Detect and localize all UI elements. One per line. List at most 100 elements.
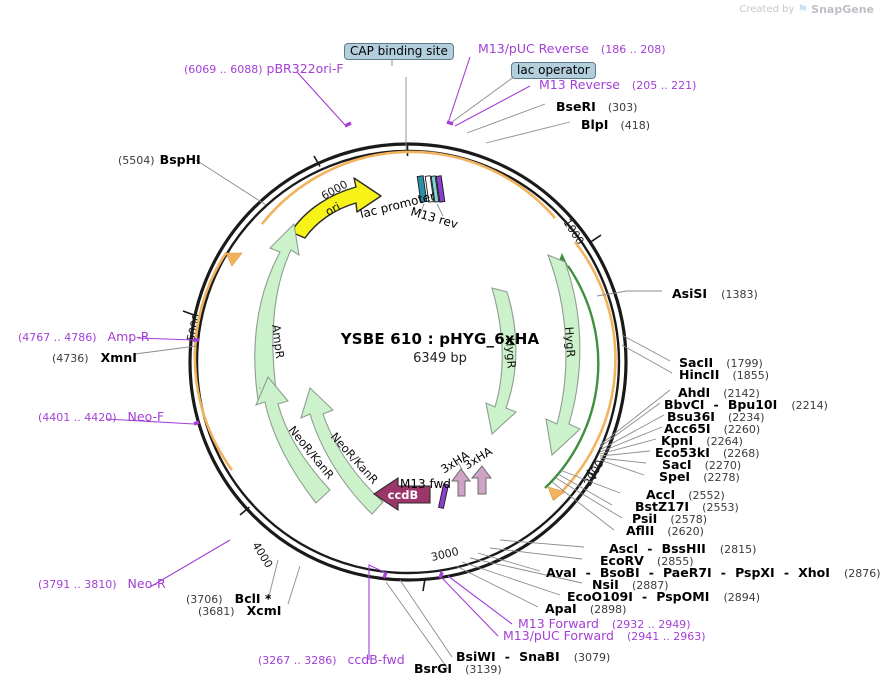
leader-lines	[105, 56, 673, 670]
label-nsii[interactable]: NsiI (2887)	[592, 576, 669, 592]
label-bbvci-bpu10i[interactable]: BbvCI - Bpu10I (2214)	[664, 396, 828, 412]
bseri-name: BseRI	[556, 99, 596, 114]
label-ahdi[interactable]: AhdI (2142)	[678, 384, 760, 400]
label-neo-f[interactable]: (4401 .. 4420) Neo-F	[38, 409, 165, 424]
label-m13puc-reverse[interactable]: M13/pUC Reverse (186 .. 208)	[478, 41, 665, 56]
label-psii[interactable]: PsiI (2578)	[632, 510, 707, 526]
label-asisi[interactable]: AsiSI (1383)	[672, 285, 758, 301]
blpi-position: (418)	[620, 119, 651, 132]
feature-m13-fwd-marker[interactable]	[438, 483, 449, 509]
ahdi-name: AhdI	[678, 385, 711, 400]
label-m13-fwd: M13 fwd	[400, 478, 451, 490]
m13puc-forward-position: (2941 .. 2963)	[626, 630, 706, 643]
label-sacii[interactable]: SacII (1799)	[679, 354, 763, 370]
psii-name: PsiI	[632, 511, 658, 526]
bstz17i-name: BstZ17I	[635, 499, 690, 514]
label-aflii[interactable]: AflII (2620)	[626, 522, 704, 538]
label-blpi[interactable]: BlpI (418)	[581, 116, 650, 132]
snabi-name: SnaBI	[519, 649, 560, 664]
m13puc-forward-name: M13/pUC Forward	[503, 628, 614, 643]
amp-r-name: Amp-R	[107, 329, 150, 344]
xmni-position: (4736)	[52, 352, 89, 365]
label-spei[interactable]: SpeI (2278)	[659, 468, 740, 484]
saci-position: (2270)	[704, 459, 742, 472]
hincii-name: HincII	[679, 367, 720, 382]
label-ecoo109i-pspomi[interactable]: EcoO109I - PspOMI (2894)	[567, 588, 760, 604]
label-asci-bsshii[interactable]: AscI - BssHII (2815)	[609, 540, 756, 556]
label-eco53ki[interactable]: Eco53kI (2268)	[655, 444, 760, 460]
label-acci[interactable]: AccI (2552)	[646, 486, 725, 502]
feature-ccdb[interactable]: ccdB	[373, 476, 431, 512]
coordinate-ticks	[182, 144, 602, 592]
label-kpni[interactable]: KpnI (2264)	[661, 432, 743, 448]
label-neo-r[interactable]: (3791 .. 3810) Neo-R	[38, 576, 166, 591]
blpi-name: BlpI	[581, 117, 609, 132]
pbr322ori-f-name: pBR322ori-F	[266, 61, 344, 76]
tick-label-4000: 4000	[249, 540, 275, 571]
label-amp-r[interactable]: (4767 .. 4786) Amp-R	[18, 329, 150, 344]
ccdb-fwd-name: ccdB-fwd	[347, 652, 405, 667]
watermark-prefix: Created by	[739, 3, 795, 15]
label-pbr322ori-f[interactable]: (6069 .. 6088) pBR322ori-F	[184, 61, 344, 76]
label-xmni[interactable]: (4736) XmnI	[52, 349, 137, 365]
label-bstz17i[interactable]: BstZ17I (2553)	[635, 498, 739, 514]
label-bsiwi-snabi[interactable]: BsiWI - SnaBI (3079)	[456, 648, 610, 664]
label-cap-binding-site[interactable]: CAP binding site	[344, 42, 454, 60]
eco53ki-position: (2268)	[723, 447, 760, 460]
feature-hygr-1[interactable]: HygR	[485, 287, 519, 436]
separator-dash: -	[648, 565, 654, 580]
label-bcli[interactable]: (3706) BclI *	[186, 590, 271, 606]
label-bsphi[interactable]: (5504) BspHI	[118, 151, 201, 167]
label-bseri[interactable]: BseRI (303)	[556, 98, 637, 114]
separator-dash: -	[585, 565, 591, 580]
bsphi-name: BspHI	[159, 152, 201, 167]
m13-reverse-name: M13 Reverse	[539, 77, 620, 92]
separator-dash: -	[647, 541, 653, 556]
feature-ori[interactable]: ori	[290, 177, 382, 239]
neo-f-name: Neo-F	[127, 409, 165, 424]
amp-r-position: (4767 .. 4786)	[18, 331, 97, 344]
feature-hygr-2[interactable]: HygR	[545, 254, 581, 457]
neo-f-position: (4401 .. 4420)	[38, 411, 117, 424]
m13puc-reverse-name: M13/pUC Reverse	[478, 41, 589, 56]
neo-r-name: Neo-R	[127, 576, 166, 591]
label-apai[interactable]: ApaI (2898)	[545, 600, 626, 616]
bsiwi-name: BsiWI	[456, 649, 496, 664]
orange-arrowheads	[225, 252, 566, 501]
label-saci[interactable]: SacI (2270)	[662, 456, 741, 472]
xcmi-name: XcmI	[246, 603, 282, 618]
label-m13-reverse[interactable]: M13 Reverse (205 .. 221)	[539, 77, 696, 92]
label-m13puc-forward[interactable]: M13/pUC Forward (2941 .. 2963)	[503, 628, 706, 643]
label-xcmi[interactable]: (3681) XcmI	[198, 602, 281, 618]
label-m13-forward[interactable]: M13 Forward (2932 .. 2949)	[518, 617, 691, 631]
label-ccdb-fwd[interactable]: (3267 .. 3286) ccdB-fwd	[258, 652, 405, 667]
label-avai-group[interactable]: AvaI - BsoBI - PaeR7I - PspXI - XhoI (28…	[546, 564, 880, 580]
asci-bsshii-position: (2815)	[719, 543, 757, 556]
label-ecorv[interactable]: EcoRV (2855)	[600, 552, 694, 568]
separator-dash: -	[713, 397, 719, 412]
aflii-name: AflII	[626, 523, 655, 538]
label-hincii[interactable]: HincII (1855)	[679, 366, 769, 382]
m13-forward-position: (2932 .. 2949)	[611, 618, 691, 631]
label-acc65i[interactable]: Acc65I (2260)	[664, 420, 760, 436]
feature-leaders-top-small	[419, 203, 444, 217]
lac-operator-text: lac operator	[511, 62, 596, 79]
feature-ampr[interactable]: AmpR	[254, 222, 300, 401]
kpni-name: KpnI	[661, 433, 694, 448]
asci-name: AscI	[609, 541, 639, 556]
feature-3xha-1[interactable]	[451, 468, 471, 497]
m13-fwd-text: M13 fwd	[400, 477, 451, 491]
label-bsu36i[interactable]: Bsu36I (2234)	[667, 408, 765, 424]
separator-dash: -	[783, 565, 790, 580]
nsii-name: NsiI	[592, 577, 619, 592]
spei-position: (2278)	[703, 471, 740, 484]
label-bsrgi[interactable]: BsrGI (3139)	[414, 660, 502, 676]
leader-3xha-1	[456, 460, 463, 470]
feature-lac-promoter-box[interactable]	[416, 175, 446, 203]
acc65i-position: (2260)	[723, 423, 761, 436]
aflii-position: (2620)	[667, 525, 704, 538]
apai-position: (2898)	[589, 603, 627, 616]
label-lac-operator[interactable]: lac operator	[511, 61, 596, 79]
feature-3xha-2[interactable]	[470, 465, 492, 495]
eco53ki-name: Eco53kI	[655, 445, 710, 460]
